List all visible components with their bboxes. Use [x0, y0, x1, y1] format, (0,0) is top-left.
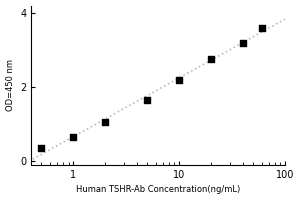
Point [39, 147, 44, 150]
Point [71, 136, 76, 139]
Point [103, 121, 108, 124]
Point [177, 78, 182, 81]
Point [260, 26, 264, 29]
Point [209, 58, 214, 61]
Point [241, 41, 245, 44]
X-axis label: Human TSHR-Ab Concentration(ng/mL): Human TSHR-Ab Concentration(ng/mL) [76, 185, 240, 194]
Point [145, 99, 150, 102]
Y-axis label: OD=450 nm: OD=450 nm [6, 59, 15, 111]
